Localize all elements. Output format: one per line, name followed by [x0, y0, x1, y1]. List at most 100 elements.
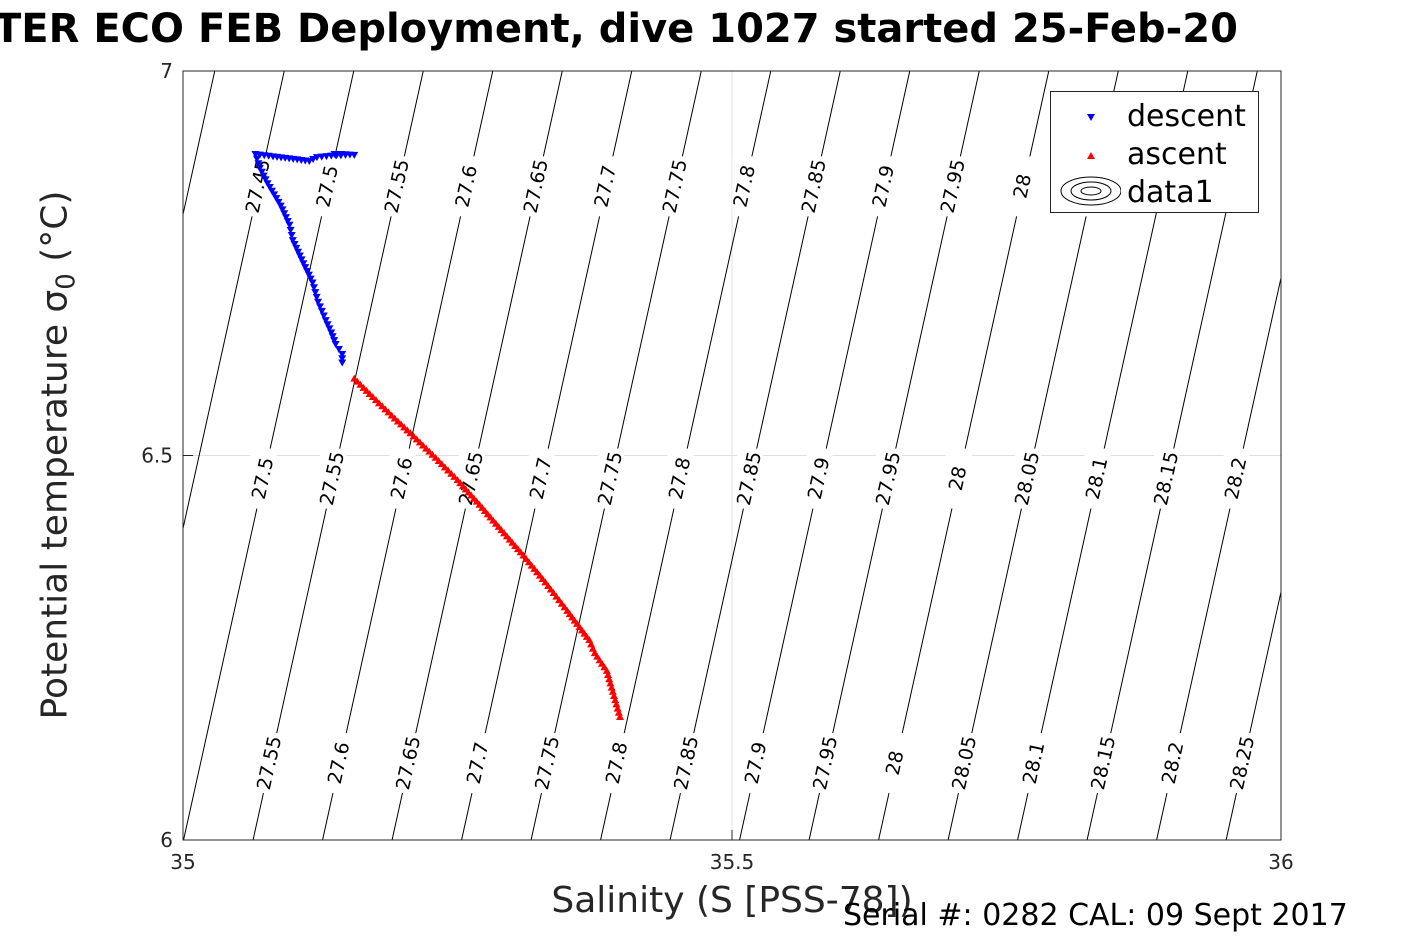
serial-cal-footer: Serial #: 0282 CAL: 09 Sept 2017 [843, 898, 1348, 933]
contour-label-bg [593, 156, 620, 217]
descent-marker [287, 232, 296, 240]
contour-label: 28 [1009, 172, 1036, 200]
contour-label-bg [732, 156, 759, 217]
x-axis-label: Salinity (S [PSS-78]) [551, 880, 913, 921]
descent-point [285, 221, 294, 229]
contour-label-bg [315, 156, 342, 217]
contour-label: 28 [882, 749, 909, 777]
y-axis-label-subscript: 0 [51, 273, 82, 290]
legend-item-descent[interactable]: descent [1051, 95, 1260, 134]
x-tick-label: 35 [170, 850, 195, 874]
descent-marker [270, 191, 279, 199]
contour-label-bg [876, 448, 903, 509]
isopycnal-line [1225, 589, 1281, 840]
descent-point [288, 237, 297, 245]
contour-label-bg [871, 156, 898, 217]
ascent-marker [606, 679, 615, 687]
isopycnal-line [183, 71, 216, 217]
contour-label-bg [1091, 733, 1118, 794]
contour-label-bg [465, 733, 492, 794]
descent-marker [278, 206, 287, 214]
descent-marker [312, 293, 321, 301]
descent-point [321, 317, 330, 325]
ascent-point [616, 712, 625, 720]
ascent-marker-icon [1087, 152, 1095, 159]
descent-marker [290, 241, 299, 249]
contour-label-bg [1230, 733, 1257, 794]
y-axis-label-unit: (°C) [34, 190, 76, 274]
contour-label-bg [737, 448, 764, 509]
contour-label: 28 [945, 464, 972, 492]
contour-ellipses-icon [1060, 176, 1121, 206]
descent-point [276, 202, 285, 210]
ascent-marker [612, 700, 621, 708]
descent-marker [252, 155, 261, 163]
descent-marker [309, 284, 318, 292]
descent-marker [338, 355, 347, 363]
descent-marker [259, 172, 268, 180]
descent-point [327, 329, 336, 337]
axis-ticks: 35 35.5 36 6 6.5 7 [141, 59, 1294, 874]
legend[interactable]: descent ascent data1 [1050, 91, 1259, 213]
contour-label-bg [604, 733, 631, 794]
descent-marker [323, 321, 332, 329]
contour-label-bg [1021, 733, 1048, 794]
contour-label-bg [320, 448, 347, 509]
descent-point [312, 154, 321, 162]
descent-marker [317, 307, 326, 315]
descent-marker [311, 289, 320, 297]
contour-label-bg [535, 733, 562, 794]
y-tick-label: 6 [160, 828, 173, 852]
contour-label-bg [882, 733, 909, 794]
descent-marker [315, 303, 324, 311]
contour-label-bg [384, 156, 411, 217]
ascent-marker [613, 704, 622, 712]
descent-marker [274, 198, 283, 206]
contour-label-bg [806, 448, 833, 509]
ascent-marker [608, 687, 617, 695]
contour-label-bg [396, 733, 423, 794]
descent-marker [306, 275, 315, 283]
descent-marker-icon [1087, 114, 1095, 121]
y-tick-label: 6.5 [141, 444, 173, 468]
descent-point [331, 340, 340, 348]
contour-label-bg [454, 156, 481, 217]
contour-label-bg [1160, 733, 1187, 794]
y-tick-label: 7 [160, 59, 173, 83]
contour-label-bg [813, 733, 840, 794]
legend-item-ascent[interactable]: ascent [1051, 133, 1260, 172]
x-tick-label: 35.5 [710, 850, 755, 874]
contour-label-bg [952, 733, 979, 794]
descent-marker [254, 160, 263, 168]
descent-point [314, 298, 323, 306]
descent-marker [281, 214, 290, 222]
chart-title-container: TER ECO FEB Deployment, dive 1027 starte… [0, 0, 1417, 60]
contour-label-bg [1084, 448, 1111, 509]
descent-marker [280, 210, 289, 218]
legend-label-ascent: ascent [1127, 137, 1227, 172]
contour-label-bg [250, 448, 277, 509]
descent-marker [267, 187, 276, 195]
contour-label-bg [1154, 448, 1181, 509]
descent-marker [330, 337, 339, 345]
contour-label-bg [1015, 448, 1042, 509]
descent-marker [334, 345, 343, 353]
descent-marker [292, 244, 301, 252]
descent-point [338, 350, 347, 358]
x-tick-label: 36 [1268, 850, 1293, 874]
descent-point [308, 279, 317, 287]
legend-item-data1[interactable]: data1 [1051, 171, 1260, 210]
descent-marker [261, 176, 270, 184]
contour-label-bg [257, 733, 284, 794]
descent-point [251, 151, 260, 159]
contour-label-bg [801, 156, 828, 217]
contour-label-bg [674, 733, 701, 794]
contour-label-bg [1010, 156, 1037, 217]
contour-label-bg [667, 448, 694, 509]
isopycnal-line [1296, 71, 1417, 840]
descent-point [338, 359, 347, 367]
descent-marker [257, 168, 266, 176]
legend-label-descent: descent [1127, 99, 1246, 134]
isopycnal-line [0, 71, 6, 840]
